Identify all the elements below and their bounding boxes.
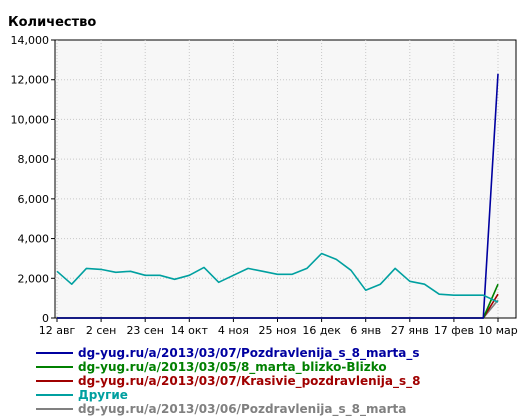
x-tick-label: 6 янв [350, 324, 381, 337]
series-line [57, 73, 499, 319]
y-axis-label: Количество [8, 15, 96, 30]
x-tick-label: 4 ноя [218, 324, 249, 337]
series-line [56, 252, 499, 303]
y-tick-label: 10,000 [11, 113, 50, 126]
grid-lines [55, 40, 516, 318]
y-tick-label: 0 [42, 312, 49, 325]
legend-item: Другие [36, 388, 516, 402]
legend-label: dg-yug.ru/a/2013/03/07/Pozdravlenija_s_8… [78, 346, 420, 360]
legend-item: dg-yug.ru/a/2013/03/07/Pozdravlenija_s_8… [36, 346, 516, 360]
y-tick-label: 14,000 [11, 34, 50, 47]
y-tick-label: 12,000 [11, 74, 50, 87]
y-axis-ticks: 0 2,000 4,000 6,000 8,000 10,000 12,000 14,000 [11, 34, 55, 325]
x-tick-label: 10 мар [478, 324, 518, 337]
legend-swatch [36, 408, 73, 410]
x-tick-label: 16 дек [302, 324, 341, 337]
x-tick-label: 2 сен [86, 324, 117, 337]
legend-label: Другие [78, 388, 128, 402]
x-tick-label: 23 сен [126, 324, 164, 337]
legend-item: dg-yug.ru/a/2013/03/06/Pozdravlenija_s_8… [36, 402, 516, 416]
x-axis-ticks: 12 авг 2 сен 23 сен 14 окт 4 ноя 25 ноя 16 дек… [39, 318, 518, 337]
legend-swatch [36, 380, 73, 382]
x-tick-label: 12 авг [39, 324, 76, 337]
y-tick-label: 2,000 [18, 272, 50, 285]
legend: dg-yug.ru/a/2013/03/07/Pozdravlenija_s_8… [36, 346, 516, 416]
legend-swatch [36, 394, 73, 396]
legend-label: dg-yug.ru/a/2013/03/05/8_marta_blizko-Bl… [78, 360, 387, 374]
legend-label: dg-yug.ru/a/2013/03/06/Pozdravlenija_s_8… [78, 402, 407, 416]
x-tick-label: 25 ноя [258, 324, 296, 337]
x-tick-label: 14 окт [171, 324, 209, 337]
y-tick-label: 8,000 [18, 153, 50, 166]
line-chart: Количество 0 2,000 4,000 6,000 8,000 10,000 12… [8, 15, 518, 337]
legend-label: dg-yug.ru/a/2013/03/07/Krasivie_pozdravl… [78, 374, 421, 388]
y-tick-label: 4,000 [18, 233, 50, 246]
legend-item: dg-yug.ru/a/2013/03/05/8_marta_blizko-Bl… [36, 360, 516, 374]
legend-item: dg-yug.ru/a/2013/03/07/Krasivie_pozdravl… [36, 374, 516, 388]
x-tick-label: 17 фев [434, 324, 474, 337]
x-tick-label: 27 янв [391, 324, 429, 337]
y-tick-label: 6,000 [18, 193, 50, 206]
legend-swatch [36, 352, 73, 354]
legend-swatch [36, 366, 73, 368]
plot-area [54, 39, 517, 319]
series-lines [56, 73, 499, 319]
